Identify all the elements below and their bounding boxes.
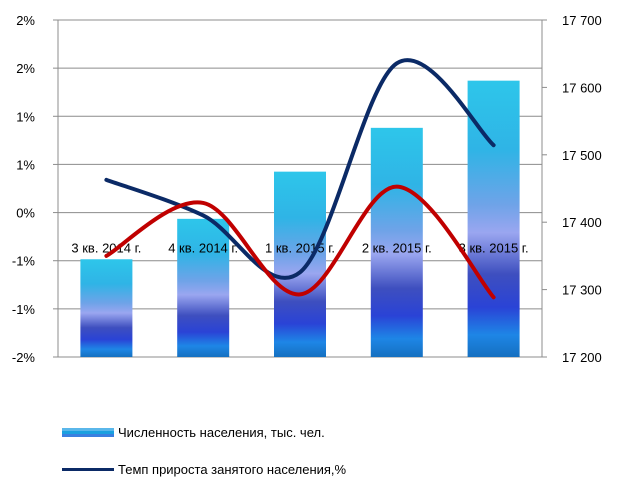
series-line-0	[104, 58, 496, 280]
legend-swatch-line	[62, 468, 114, 471]
y-left-tick-label: 0%	[16, 206, 35, 221]
bar-1	[177, 218, 230, 357]
category-label: 1 кв. 2015 г.	[265, 241, 335, 256]
legend-swatch-bar	[62, 428, 114, 437]
bar-2	[274, 171, 326, 357]
legend-item-population: Численность населения, тыс. чел.	[62, 425, 325, 440]
category-label: 3 кв. 2014 г.	[71, 241, 141, 256]
legend-label-population: Численность населения, тыс. чел.	[118, 425, 325, 440]
y-left-tick-label: -1%	[12, 254, 36, 269]
category-label: 2 кв. 2015 г.	[362, 241, 432, 256]
category-label: 3 кв. 2015 г.	[459, 241, 529, 256]
y-right-tick-label: 17 400	[562, 215, 602, 230]
y-left-tick-label: 1%	[16, 157, 35, 172]
y-right-tick-label: 17 500	[562, 148, 602, 163]
y-right-tick-label: 17 600	[562, 80, 602, 95]
y-right-tick-label: 17 200	[562, 350, 602, 365]
series-line-1	[104, 184, 496, 300]
y-left-tick-label: -1%	[12, 302, 36, 317]
y-left-tick-label: 2%	[16, 61, 35, 76]
legend-label-growth-rate: Темп прироста занятого населения,%	[118, 462, 347, 477]
series-lines	[104, 58, 496, 300]
axes: -2% -1% -1% 0% 1% 1% 2% 2% 17 200 17 300 17 400 17 …	[12, 13, 602, 365]
bars	[80, 80, 520, 357]
y-left-tick-label: 1%	[16, 109, 35, 124]
y-left-tick-label: -2%	[12, 350, 36, 365]
category-label: 4 кв. 2014 г.	[168, 241, 238, 256]
y-left-tick-label: 2%	[16, 13, 35, 28]
y-right-tick-label: 17 700	[562, 13, 602, 28]
bar-0	[80, 259, 133, 357]
bar-3	[370, 127, 423, 357]
y-right-tick-label: 17 300	[562, 283, 602, 298]
legend-item-growth-rate: Темп прироста занятого населения,%	[62, 462, 346, 477]
